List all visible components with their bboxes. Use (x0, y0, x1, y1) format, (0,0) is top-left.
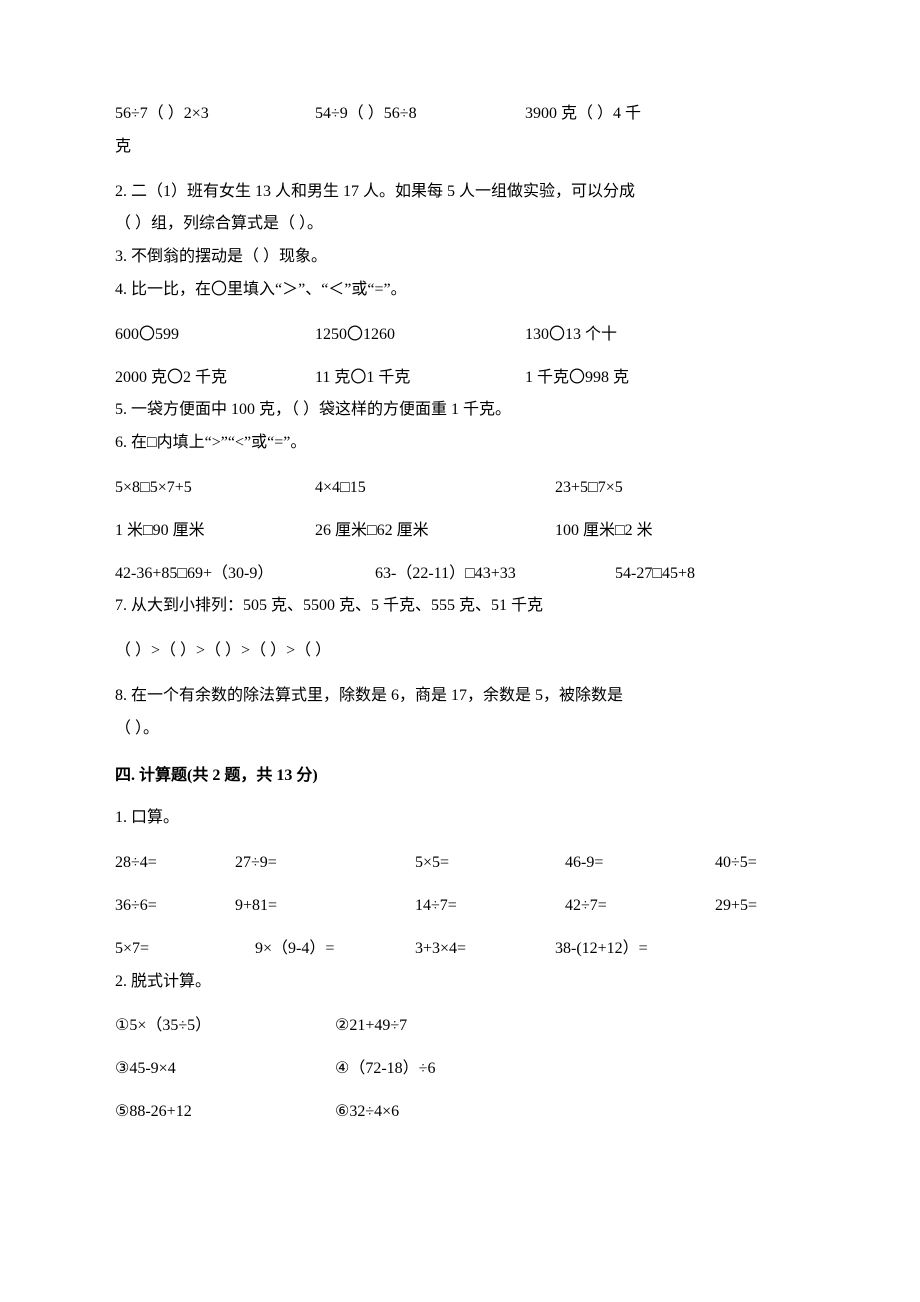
q1-c1: 56÷7（ ）2×3 (115, 100, 315, 129)
calc2-row1: ①5×（35÷5） ②21+49÷7 (115, 1012, 810, 1041)
q6-r3-c3: 54-27□45+8 (615, 560, 695, 589)
q8-line2: （ ）。 (115, 715, 810, 744)
calc1-prompt: 1. 口算。 (115, 804, 810, 833)
q7-text: 7. 从大到小排列：505 克、5500 克、5 千克、555 克、51 千克 (115, 592, 810, 621)
q7-blanks: （ ）>（ ）>（ ）>（ ）>（ ） (115, 637, 810, 666)
calc2-prompt: 2. 脱式计算。 (115, 968, 810, 997)
q2-line1: 2. 二（1）班有女生 13 人和男生 17 人。如果每 5 人一组做实验，可以… (115, 178, 810, 207)
q4-r1-c2: 1250〇1260 (315, 321, 525, 350)
c1-r2-c5: 29+5= (715, 892, 757, 921)
q6-row1: 5×8□5×7+5 4×4□15 23+5□7×5 (115, 474, 810, 503)
c2-r1-c1: ①5×（35÷5） (115, 1012, 335, 1041)
q4-r1-c1: 600〇599 (115, 321, 315, 350)
c1-r2-c2: 9+81= (235, 892, 415, 921)
c1-r1-c3: 5×5= (415, 849, 565, 878)
c2-r3-c1: ⑤88-26+12 (115, 1098, 335, 1127)
c2-r1-c2: ②21+49÷7 (335, 1012, 407, 1041)
c1-r3-c2: 9×（9-4）= (255, 935, 415, 964)
q6-r2-c1: 1 米□90 厘米 (115, 517, 315, 546)
q6-r3-c1: 42-36+85□69+（30-9） (115, 560, 375, 589)
c1-r2-c4: 42÷7= (565, 892, 715, 921)
c1-r1-c1: 28÷4= (115, 849, 235, 878)
q1-row1: 56÷7（ ）2×3 54÷9（ ）56÷8 3900 克（ ）4 千 (115, 100, 810, 129)
q4-r2-c1: 2000 克〇2 千克 (115, 364, 315, 393)
calc1-row2: 36÷6= 9+81= 14÷7= 42÷7= 29+5= (115, 892, 810, 921)
calc1-row3: 5×7= 9×（9-4）= 3+3×4= 38-(12+12）= (115, 935, 810, 964)
calc2-row2: ③45-9×4 ④（72-18）÷6 (115, 1055, 810, 1084)
calc1-row1: 28÷4= 27÷9= 5×5= 46-9= 40÷5= (115, 849, 810, 878)
c2-r2-c2: ④（72-18）÷6 (335, 1055, 435, 1084)
q2-line2: （ ）组，列综合算式是（ ）。 (115, 210, 810, 239)
q4-row1: 600〇599 1250〇1260 130〇13 个十 (115, 321, 810, 350)
calc2-row3: ⑤88-26+12 ⑥32÷4×6 (115, 1098, 810, 1127)
c1-r1-c4: 46-9= (565, 849, 715, 878)
q3-line: 3. 不倒翁的摆动是（ ）现象。 (115, 243, 810, 272)
q6-row2: 1 米□90 厘米 26 厘米□62 厘米 100 厘米□2 米 (115, 517, 810, 546)
q6-r1-c2: 4×4□15 (315, 474, 555, 503)
q5-line: 5. 一袋方便面中 100 克，（ ）袋这样的方便面重 1 千克。 (115, 396, 810, 425)
q4-r1-c3: 130〇13 个十 (525, 321, 725, 350)
q6-prompt: 6. 在□内填上“>”“<”或“=”。 (115, 429, 810, 458)
c1-r3-c3: 3+3×4= (415, 935, 555, 964)
q6-r2-c3: 100 厘米□2 米 (555, 517, 653, 546)
q4-prompt: 4. 比一比，在〇里填入“＞”、“＜”或“=”。 (115, 276, 810, 305)
q6-r1-c3: 23+5□7×5 (555, 474, 623, 503)
c2-r2-c1: ③45-9×4 (115, 1055, 335, 1084)
q4-r2-c3: 1 千克〇998 克 (525, 364, 725, 393)
q1-c2: 54÷9（ ）56÷8 (315, 100, 525, 129)
section4-heading: 四. 计算题(共 2 题，共 13 分) (115, 762, 810, 791)
q6-r3-c2: 63-（22-11）□43+33 (375, 560, 615, 589)
q6-r2-c2: 26 厘米□62 厘米 (315, 517, 555, 546)
q6-r1-c1: 5×8□5×7+5 (115, 474, 315, 503)
q4-r2-c2: 11 克〇1 千克 (315, 364, 525, 393)
c1-r1-c5: 40÷5= (715, 849, 757, 878)
c1-r1-c2: 27÷9= (235, 849, 415, 878)
q6-row3: 42-36+85□69+（30-9） 63-（22-11）□43+33 54-2… (115, 560, 810, 589)
q1-wrap: 克 (115, 133, 810, 162)
c1-r3-c1: 5×7= (115, 935, 255, 964)
c1-r2-c1: 36÷6= (115, 892, 235, 921)
q1-c3: 3900 克（ ）4 千 (525, 100, 725, 129)
q8-line1: 8. 在一个有余数的除法算式里，除数是 6，商是 17，余数是 5，被除数是 (115, 682, 810, 711)
c1-r3-c4: 38-(12+12）= (555, 935, 648, 964)
c2-r3-c2: ⑥32÷4×6 (335, 1098, 399, 1127)
c1-r2-c3: 14÷7= (415, 892, 565, 921)
q4-row2: 2000 克〇2 千克 11 克〇1 千克 1 千克〇998 克 (115, 364, 810, 393)
